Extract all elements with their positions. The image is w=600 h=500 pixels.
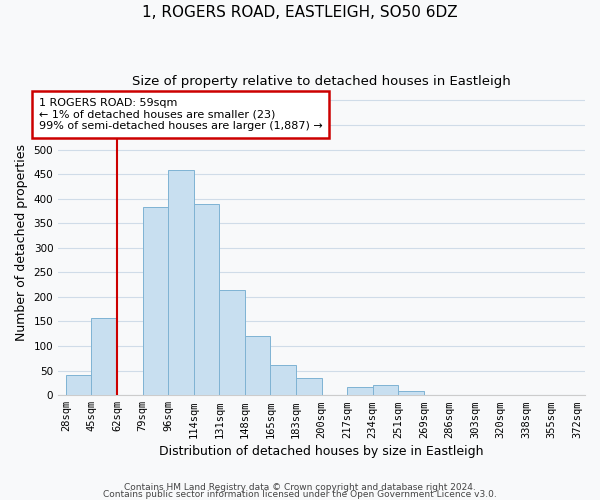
Bar bbox=[66, 374, 91, 395]
Text: Contains HM Land Registry data © Crown copyright and database right 2024.: Contains HM Land Registry data © Crown c… bbox=[124, 484, 476, 492]
Bar bbox=[373, 386, 398, 395]
Bar bbox=[219, 290, 245, 395]
Bar bbox=[143, 207, 168, 395]
Title: Size of property relative to detached houses in Eastleigh: Size of property relative to detached ho… bbox=[132, 75, 511, 88]
Text: 1 ROGERS ROAD: 59sqm
← 1% of detached houses are smaller (23)
99% of semi-detach: 1 ROGERS ROAD: 59sqm ← 1% of detached ho… bbox=[39, 98, 323, 131]
Text: 1, ROGERS ROAD, EASTLEIGH, SO50 6DZ: 1, ROGERS ROAD, EASTLEIGH, SO50 6DZ bbox=[142, 5, 458, 20]
Bar bbox=[168, 170, 194, 395]
Bar bbox=[245, 336, 271, 395]
Bar bbox=[347, 387, 373, 395]
Bar bbox=[194, 204, 219, 395]
Y-axis label: Number of detached properties: Number of detached properties bbox=[15, 144, 28, 342]
Bar bbox=[296, 378, 322, 395]
X-axis label: Distribution of detached houses by size in Eastleigh: Distribution of detached houses by size … bbox=[160, 444, 484, 458]
Bar bbox=[398, 392, 424, 395]
Bar bbox=[271, 364, 296, 395]
Bar bbox=[91, 318, 117, 395]
Text: Contains public sector information licensed under the Open Government Licence v3: Contains public sector information licen… bbox=[103, 490, 497, 499]
